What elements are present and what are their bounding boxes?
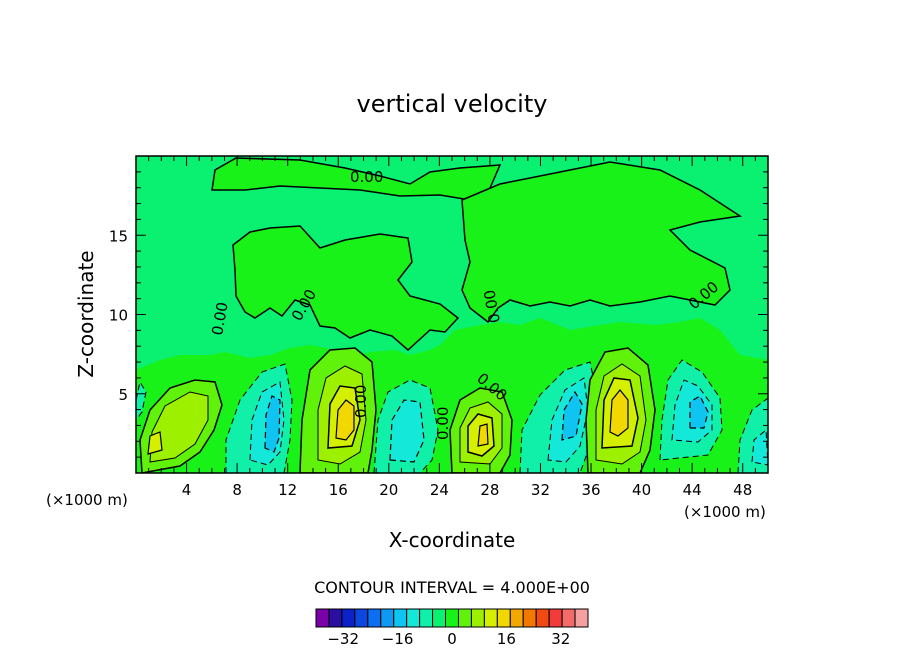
colorbar-swatch: [315, 608, 330, 628]
colorbar-swatch: [380, 608, 395, 628]
colorbar-tick-label: 16: [497, 630, 516, 648]
colorbar-swatch: [574, 608, 589, 628]
colorbar-swatch: [328, 608, 343, 628]
convective-cells: [136, 347, 768, 473]
colorbar-tick-label: 0: [447, 630, 457, 648]
y-tick-label: 15: [109, 227, 128, 245]
x-tick-label: 44: [683, 481, 702, 499]
x-unit-label: (×1000 m): [46, 491, 128, 509]
x-tick-label: 40: [632, 481, 651, 499]
x-tick-label: 20: [379, 481, 398, 499]
colorbar-swatch: [457, 608, 472, 628]
y-axis-label: Z-coordinate: [74, 250, 98, 377]
y-tick-label: 5: [118, 386, 128, 404]
contour-label: 0.00: [352, 385, 370, 418]
colorbar-swatch: [341, 608, 356, 628]
colorbar-swatch: [535, 608, 550, 628]
x-tick-label: 24: [430, 481, 449, 499]
colorbar-swatch: [419, 608, 434, 628]
contour-label: 0.00: [208, 301, 232, 337]
contour-label: 0.00: [480, 288, 504, 324]
colorbar: −32 −16 0 16 32: [315, 608, 589, 648]
contour-label: 0.00: [434, 407, 452, 440]
x-tick-label: 36: [581, 481, 600, 499]
colorbar-tick-label: −16: [382, 630, 414, 648]
colorbar-swatch: [432, 608, 447, 628]
colorbar-swatch: [548, 608, 563, 628]
colorbar-swatch: [483, 608, 498, 628]
x-unit-label-right: (×1000 m): [684, 503, 766, 521]
colorbar-swatch: [509, 608, 524, 628]
x-tick-label: 12: [278, 481, 297, 499]
x-axis-label: X-coordinate: [389, 528, 516, 552]
contour-label: 0.00: [350, 168, 383, 186]
colorbar-swatch: [354, 608, 369, 628]
colorbar-swatch: [522, 608, 537, 628]
x-tick-label: 8: [232, 481, 242, 499]
contour-interval-text: CONTOUR INTERVAL = 4.000E+00: [314, 578, 590, 597]
colorbar-tick-label: 32: [551, 630, 570, 648]
colorbar-swatch: [367, 608, 382, 628]
plot-area: 0.00 0.00 0.00 0.00 0.00 0.00 0.00 0.00: [136, 156, 768, 473]
colorbar-swatch: [393, 608, 408, 628]
chart-title: vertical velocity: [357, 90, 548, 118]
upper-patch-3: [461, 161, 743, 324]
colorbar-swatch: [445, 608, 459, 628]
y-tick-label: 10: [109, 307, 128, 325]
colorbar-swatch: [561, 608, 576, 628]
colorbar-swatch: [496, 608, 511, 628]
colorbar-swatch: [406, 608, 421, 628]
colorbar-tick-label: −32: [327, 630, 359, 648]
x-tick-label: 16: [329, 481, 348, 499]
x-tick-label: 32: [531, 481, 550, 499]
x-tick-label: 28: [480, 481, 499, 499]
x-tick-label: 48: [733, 481, 752, 499]
colorbar-swatch: [470, 608, 485, 628]
upper-patch-2: [232, 225, 460, 352]
x-tick-label: 4: [182, 481, 192, 499]
